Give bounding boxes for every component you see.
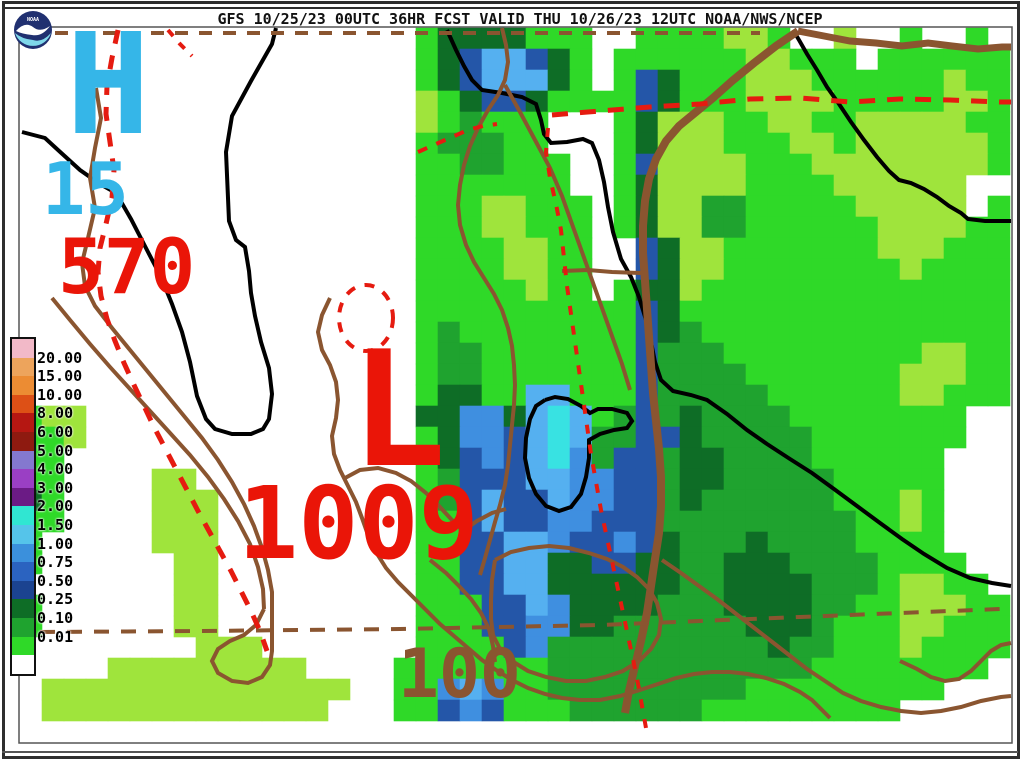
legend-label: 8.00	[37, 404, 74, 423]
legend-label: 6.00	[37, 423, 74, 441]
legend-label: 0.25	[37, 590, 74, 609]
baja-west-coast	[50, 296, 266, 610]
boundary-1009	[344, 465, 507, 534]
contour-and-boundary-lines	[21, 27, 1012, 729]
legend-swatch	[12, 450, 34, 470]
boundary-circle-100	[489, 543, 664, 683]
baja-cape-loop	[209, 608, 274, 686]
legend-swatch	[12, 339, 34, 358]
legend-swatch	[12, 431, 34, 451]
legend-swatch	[12, 357, 34, 377]
boundary-top-center	[455, 27, 518, 576]
boundary-southeast-coast	[660, 558, 1012, 716]
legend-swatch	[12, 655, 34, 674]
legend-label: 15.00	[37, 367, 83, 386]
boundary-southwest	[428, 558, 497, 663]
legend-swatch	[12, 469, 34, 488]
legend-swatch	[12, 506, 34, 525]
legend-swatch	[12, 636, 34, 656]
thickness-red-frag-b	[166, 28, 194, 58]
legend-label: 5.00	[37, 441, 74, 460]
thickness-red-frag-a	[417, 122, 498, 154]
legend-label: 2.00	[37, 497, 74, 516]
legend-label: 4.00	[37, 460, 74, 479]
bottom-divider	[2, 751, 1018, 753]
low-center-label: L	[350, 316, 446, 503]
height-contour-central	[445, 29, 1012, 588]
boundary-spur	[561, 267, 642, 275]
legend-label: 0.10	[37, 609, 74, 627]
legend-swatch	[12, 580, 34, 600]
legend-label: 20.00	[37, 348, 83, 367]
legend-swatch	[12, 376, 34, 395]
height-contour-west-trough	[21, 27, 278, 436]
legend-label: 1.00	[37, 534, 74, 553]
contour-100-label: 100	[398, 635, 521, 714]
border-top-right	[797, 27, 1011, 53]
legend-swatch	[12, 617, 34, 637]
legend-swatch	[12, 394, 34, 414]
legend-label: 1.50	[37, 516, 74, 534]
height-570-label: 570	[58, 222, 195, 311]
height-contour-northeast	[791, 28, 1011, 223]
boundary-bottom-right	[899, 641, 1012, 684]
high-center-label: H	[66, 4, 150, 167]
thickness-red-central	[543, 127, 648, 729]
high-value-label: 15	[42, 147, 129, 231]
baja-east-coast	[79, 87, 274, 612]
legend-swatch	[12, 599, 34, 618]
legend-swatch	[12, 413, 34, 432]
legend-label: 3.00	[37, 478, 74, 497]
top-divider	[2, 7, 1018, 9]
legend-swatch	[12, 487, 34, 507]
legend-swatch	[12, 562, 34, 581]
legend-label: 0.50	[37, 571, 74, 590]
legend-label: 0.01	[37, 627, 74, 646]
map-title: GFS 10/25/23 00UTC 36HR FCST VALID THU 1…	[217, 10, 823, 28]
precip-legend: 20.00 15.00 10.00 8.00 6.00 5.00 4.00 3.00 2.00 1…	[10, 337, 82, 676]
low-value-1009-label: 1009	[238, 465, 479, 582]
legend-swatch	[12, 543, 34, 563]
legend-label: 0.75	[37, 553, 74, 572]
mainland-west-coast	[315, 297, 832, 720]
boundary-center-diagonal	[503, 84, 632, 391]
legend-swatch	[12, 524, 34, 544]
svg-text:NOAA: NOAA	[27, 17, 39, 23]
legend-swatch-column	[10, 337, 36, 676]
legend-label: 10.00	[37, 385, 83, 404]
noaa-logo-icon: NOAA	[14, 11, 52, 49]
thickness-red-closed-low	[337, 283, 395, 353]
